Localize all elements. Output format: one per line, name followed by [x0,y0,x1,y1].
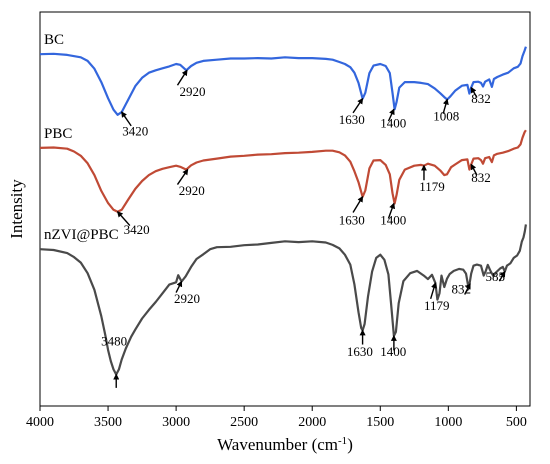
peak-annotations: 2920 3420 1630 1400 1008 832 2920 3420 1630 1400 1… [101,69,506,388]
annotation-label: 1630 [347,344,373,359]
annotation-label: 1400 [380,212,406,227]
series-label-1: PBC [44,126,72,142]
series-label-0: BC [44,32,64,48]
series-lines [39,46,527,376]
x-axis-label: Wavenumber (cm-1) [217,435,353,454]
annotation-arrow [470,86,478,98]
annotation-label: 1179 [419,179,445,194]
y-axis-label: Intensity [7,179,26,239]
x-tick-label: 1500 [366,415,394,430]
annotation-arrow [352,195,364,213]
annotation-arrow [175,280,183,293]
x-tick-label: 3000 [162,415,190,430]
annotation-arrow [429,282,437,300]
series-line-2 [39,224,527,376]
annotation-label: 1400 [380,115,406,130]
annotation-label: 1179 [424,298,450,313]
annotation-arrow [464,282,471,295]
x-axis-label-main: Wavenumber (cm [217,435,338,454]
annotation-label: 1008 [433,109,459,124]
annotation-label: 832 [471,170,491,185]
annotation-label: 2920 [179,183,205,198]
x-tick-label: 2500 [230,415,258,430]
series-line-1 [39,129,527,213]
annotation-label: 1630 [339,112,365,127]
annotation-label: 1400 [380,344,406,359]
annotation-arrow [470,163,478,176]
x-axis-ticks: 4000 3500 3000 2500 2000 1500 1000 500 [26,406,527,430]
annotation-label: 832 [471,91,491,106]
annotation-label: 2920 [174,291,200,306]
annotation-arrow [387,202,395,219]
annotation-arrow [176,69,188,86]
annotation-arrow [442,98,449,114]
annotation-arrow [176,168,189,185]
annotation-arrow [121,111,132,127]
annotation-label: 832 [452,281,472,296]
x-axis-label-unit-exponent: -1 [338,435,347,447]
series-label-2: nZVI@PBC [44,227,119,243]
x-tick-label: 1000 [434,415,462,430]
annotation-label: 585 [486,269,506,284]
annotation-arrow [498,270,506,282]
annotation-arrow [387,108,395,122]
annotation-arrow [116,211,131,227]
annotation-label: 3420 [124,222,150,237]
x-tick-label: 4000 [26,415,54,430]
series-labels: BC PBC nZVI@PBC [44,32,119,243]
x-axis-label-tail: ) [347,435,353,454]
annotation-label: 2920 [179,84,205,99]
annotation-label: 3420 [122,124,148,139]
series-line-0 [39,46,527,116]
x-tick-label: 2000 [298,415,326,430]
annotation-label: 3480 [101,333,127,348]
x-tick-label: 3500 [94,415,122,430]
annotation-label: 1630 [339,212,365,227]
x-tick-label: 500 [506,415,527,430]
annotation-arrow [352,97,364,114]
